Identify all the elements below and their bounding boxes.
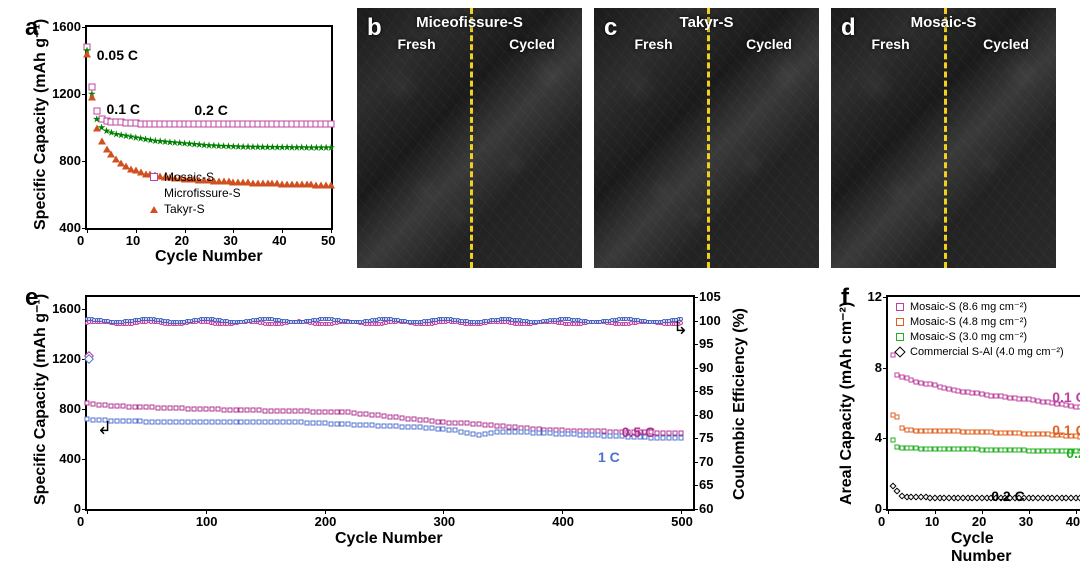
- panel-c-label: c: [604, 14, 617, 42]
- chart-e-ylabel2: Coulombic Efficiency (%): [731, 304, 749, 504]
- panel-d-cycled: Cycled: [983, 36, 1029, 52]
- panel-f: f 01020304050048120.1 C0.1 C0.2 C0.2 C A…: [831, 278, 1056, 558]
- chart-f-legend: Mosaic-S (8.6 mg cm⁻²)Mosaic-S (4.8 mg c…: [896, 300, 1064, 360]
- panel-b-cycled: Cycled: [509, 36, 555, 52]
- chart-e-arrow-right: ↳: [673, 318, 688, 339]
- chart-a-xlabel: Cycle Number: [155, 248, 263, 266]
- chart-e-arrow-left: ↲: [97, 418, 112, 439]
- chart-e-ylabel: Specific Capacity (mAh g⁻¹): [30, 305, 50, 505]
- panel-f-label: f: [841, 284, 849, 312]
- panel-b: b Miceofissure-S Fresh Cycled: [357, 8, 582, 268]
- panel-d-divider: [944, 8, 947, 268]
- chart-f-ylabel: Areal Capacity (mAh cm⁻²): [836, 305, 856, 505]
- chart-e-xlabel: Cycle Number: [335, 530, 443, 548]
- panel-b-divider: [470, 8, 473, 268]
- panel-d-title: Mosaic-S: [911, 14, 977, 31]
- panel-d: d Mosaic-S Fresh Cycled: [831, 8, 1056, 268]
- chart-a-legend: Mosaic-SMicrofissure-STakyr-S: [150, 170, 241, 218]
- panel-e: e 01002003004005000400800120016006065707…: [15, 278, 819, 558]
- panel-b-title: Miceofissure-S: [416, 14, 523, 31]
- chart-f-xlabel: Cycle Number: [951, 530, 1056, 566]
- panel-d-label: d: [841, 14, 856, 42]
- panel-c-divider: [707, 8, 710, 268]
- panel-c: c Takyr-S Fresh Cycled: [594, 8, 819, 268]
- panel-b-fresh: Fresh: [398, 36, 436, 52]
- panel-a-label: a: [25, 14, 38, 42]
- panel-c-fresh: Fresh: [635, 36, 673, 52]
- panel-c-cycled: Cycled: [746, 36, 792, 52]
- panel-a: a 01020304050400800120016000.05 C0.1 C0.…: [15, 8, 345, 268]
- panel-b-label: b: [367, 14, 382, 42]
- chart-e-area: 0100200300400500040080012001600606570758…: [85, 295, 695, 511]
- panel-e-label: e: [25, 284, 38, 312]
- panel-c-title: Takyr-S: [680, 14, 734, 31]
- chart-a-ylabel: Specific Capacity (mAh g⁻¹): [30, 30, 50, 230]
- panel-d-fresh: Fresh: [872, 36, 910, 52]
